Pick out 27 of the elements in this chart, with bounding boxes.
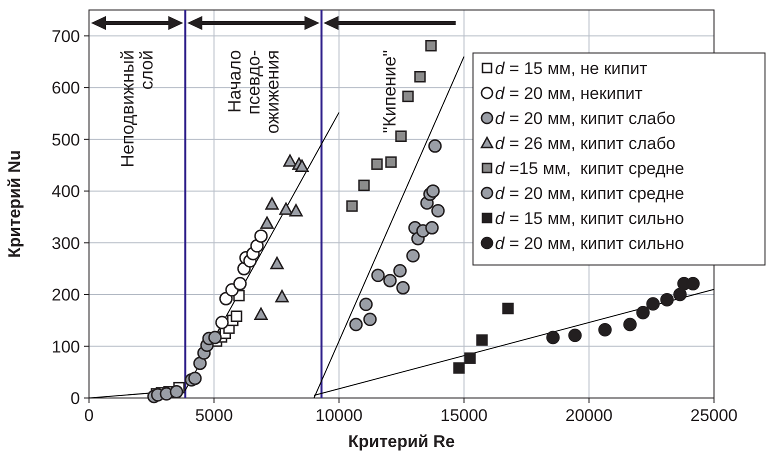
legend-label: d = 15 мм, кипит сильно (495, 209, 684, 228)
annotation: Неподвижный слой (118, 50, 157, 168)
legend-label: d = 15 мм, не кипит (495, 59, 648, 78)
y-tick-label: 600 (52, 78, 80, 98)
y-tick-label: 200 (52, 286, 80, 305)
legend-label: d =15 мм, кипит средне (495, 159, 684, 178)
legend-label: d = 26 мм, кипит слабо (495, 134, 676, 153)
x-tick-label: 5000 (195, 406, 233, 425)
y-tick-label: 100 (52, 337, 80, 356)
annotation: Начало псевдо- ожижения (224, 50, 282, 134)
x-tick-label: 25000 (690, 406, 738, 425)
x-tick-label: 20000 (565, 406, 613, 425)
y-axis-title: Критерий Nu (5, 150, 24, 258)
y-tick-label: 700 (52, 26, 80, 46)
x-tick-label: 0 (84, 406, 94, 425)
y-tick-label: 0 (70, 389, 80, 408)
x-tick-label: 10000 (315, 406, 363, 425)
legend-label: d = 20 мм, кипит средне (495, 184, 684, 203)
x-axis-title: Критерий Re (348, 432, 455, 451)
y-tick-label: 500 (52, 130, 80, 150)
x-tick-label: 15000 (440, 406, 488, 425)
y-tick-label: 300 (52, 234, 80, 253)
legend-label: d = 20 мм, кипит слабо (495, 109, 676, 128)
legend-label: d = 20 мм, кипит сильно (495, 234, 684, 253)
annotation: "Кипение" (380, 50, 400, 134)
legend-label: d = 20 мм, некипит (495, 84, 643, 103)
y-tick-label: 400 (52, 182, 80, 202)
